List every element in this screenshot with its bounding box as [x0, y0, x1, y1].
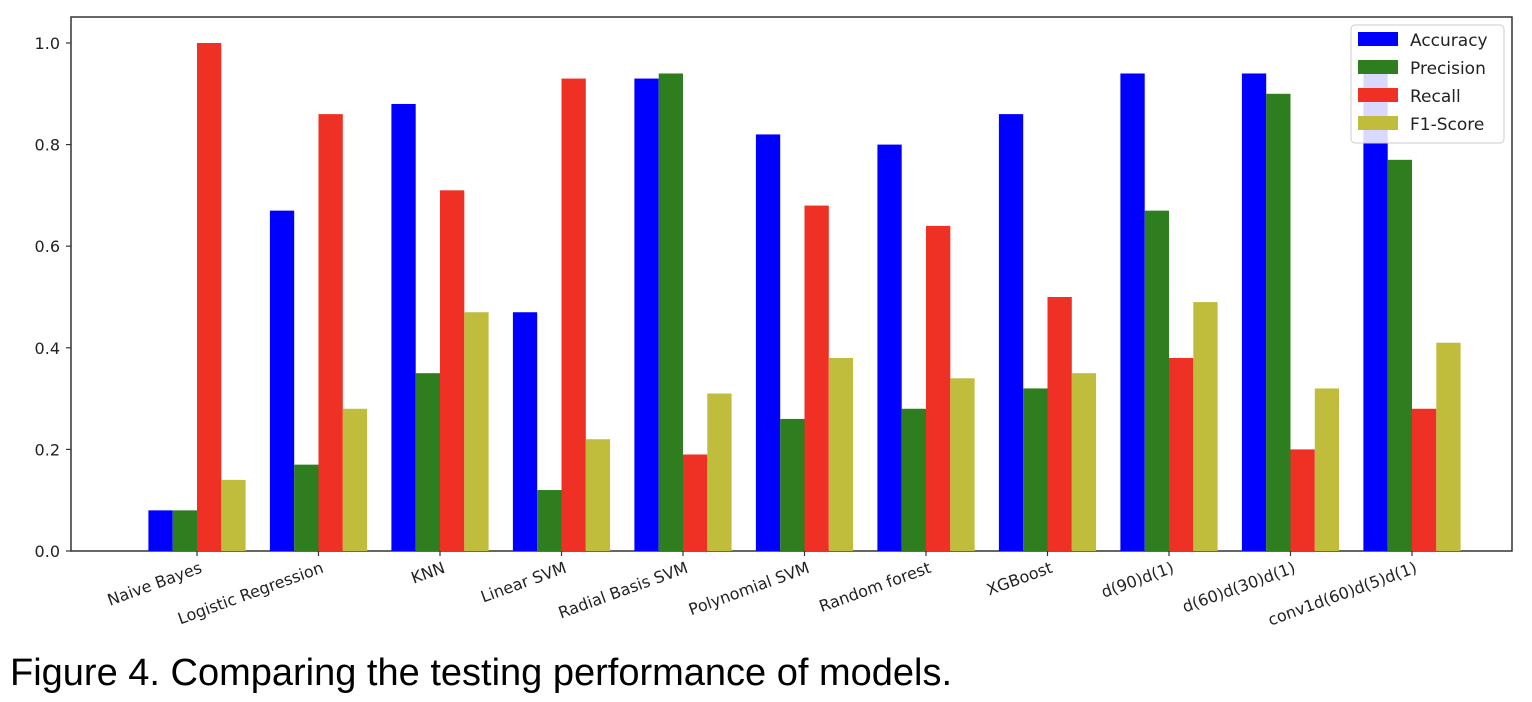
bar-precision-4	[658, 73, 683, 551]
figure-caption: Figure 4. Comparing the testing performa…	[10, 652, 953, 694]
bars-layer	[148, 43, 1461, 552]
bar-accuracy-2	[391, 103, 416, 552]
bar-accuracy-1	[269, 210, 295, 551]
bar-accuracy-0	[148, 510, 173, 551]
bar-precision-9	[1266, 93, 1291, 552]
x-tick-label: Radial Basis SVM	[556, 558, 691, 623]
bar-f1-score-7	[1071, 373, 1097, 551]
bar-precision-1	[294, 464, 319, 551]
bar-recall-2	[440, 190, 465, 551]
y-tick-label: 0.0	[35, 542, 60, 561]
bar-precision-3	[537, 490, 562, 551]
bar-precision-10	[1387, 159, 1412, 551]
x-tick-label: KNN	[409, 558, 448, 588]
x-tick-label: Naive Bayes	[105, 558, 205, 610]
legend-label: Recall	[1410, 87, 1461, 107]
bar-precision-8	[1144, 210, 1169, 551]
legend-label: Accuracy	[1410, 31, 1488, 51]
bar-recall-5	[804, 205, 829, 551]
x-tick-label: Polynomial SVM	[686, 558, 812, 619]
legend-label: F1-Score	[1410, 115, 1484, 135]
x-tick-label: XGBoost	[984, 558, 1055, 599]
bar-recall-1	[318, 114, 343, 552]
bar-f1-score-5	[828, 357, 854, 551]
x-tick-label: d(90)d(1)	[1099, 558, 1177, 602]
bar-f1-score-3	[585, 439, 611, 551]
y-tick-label: 0.6	[35, 237, 60, 256]
bar-recall-4	[683, 454, 708, 551]
bar-accuracy-4	[634, 78, 659, 551]
x-tick-label: Linear SVM	[478, 558, 569, 607]
bar-f1-score-1	[342, 408, 368, 551]
y-tick-label: 1.0	[35, 34, 60, 53]
bar-accuracy-7	[998, 114, 1024, 552]
bar-recall-9	[1290, 449, 1315, 551]
legend-swatch	[1358, 88, 1398, 102]
bar-recall-8	[1169, 357, 1194, 551]
bar-precision-0	[172, 510, 197, 551]
legend-box	[1350, 24, 1505, 144]
bar-accuracy-5	[755, 134, 781, 551]
bar-accuracy-6	[877, 144, 902, 551]
bar-recall-3	[561, 78, 586, 551]
legend-swatch	[1358, 32, 1398, 46]
bar-recall-6	[926, 225, 951, 551]
legend-swatch	[1358, 60, 1398, 74]
bar-f1-score-10	[1436, 342, 1461, 551]
bar-precision-7	[1023, 388, 1048, 551]
bar-recall-0	[197, 43, 222, 551]
bar-accuracy-3	[512, 312, 538, 551]
bar-accuracy-8	[1120, 73, 1145, 551]
y-tick-label: 0.8	[35, 136, 60, 155]
x-tick-label: Random forest	[817, 558, 934, 616]
bar-recall-10	[1412, 408, 1437, 551]
bar-f1-score-4	[707, 393, 732, 551]
bar-accuracy-9	[1241, 73, 1267, 551]
bar-recall-7	[1047, 297, 1072, 551]
bar-f1-score-2	[464, 312, 489, 551]
bar-precision-2	[415, 373, 440, 551]
bar-precision-6	[901, 408, 926, 551]
bar-f1-score-6	[950, 378, 975, 551]
bar-accuracy-10	[1363, 73, 1388, 551]
legend-swatch	[1358, 116, 1398, 130]
bar-f1-score-9	[1314, 388, 1340, 551]
legend-label: Precision	[1410, 59, 1486, 79]
y-axis: 0.0 0.2 0.4 0.6 0.8 1.0	[35, 34, 71, 561]
y-tick-label: 0.2	[35, 440, 60, 459]
legend: Accuracy Precision Recall F1-Score	[1350, 24, 1505, 144]
bar-precision-5	[780, 418, 805, 551]
y-tick-label: 0.4	[35, 339, 60, 358]
bar-f1-score-0	[221, 479, 246, 551]
bar-f1-score-8	[1193, 302, 1218, 551]
